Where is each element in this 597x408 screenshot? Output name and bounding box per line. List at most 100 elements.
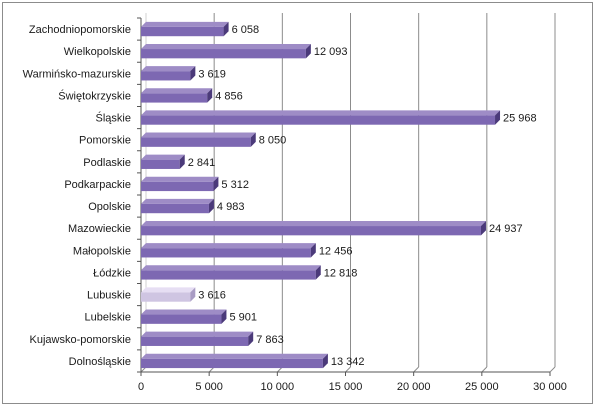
category-label: Opolskie [88, 201, 131, 213]
bar-top-face [141, 265, 321, 271]
category-label: Lubelskie [85, 312, 131, 324]
category-label: Kujawsko-pomorskie [30, 334, 131, 346]
bar-front-face [141, 137, 251, 147]
category-label: Śląskie [96, 112, 131, 125]
data-label: 7 863 [256, 334, 284, 346]
bar-top-face [141, 154, 185, 160]
data-label: 3 616 [198, 290, 226, 302]
bar-top-face [141, 309, 227, 315]
x-tick-label: 15 000 [329, 381, 363, 393]
bar-side-face [190, 66, 196, 81]
labels: 0 5 000 10 000 15 000 20 000 25 000 30 000 Zach… [23, 24, 567, 393]
bar-front-face [141, 115, 496, 125]
x-tick-label: 0 [138, 381, 144, 393]
gridline-floor [481, 366, 488, 373]
x-tick-label: 30 000 [533, 381, 567, 393]
data-label: 4 983 [217, 201, 245, 213]
data-label: 6 058 [232, 24, 260, 36]
bar [141, 265, 321, 280]
bar-top-face [141, 243, 316, 249]
gridline-floor [413, 366, 420, 373]
data-label: 5 901 [229, 312, 257, 324]
bar [141, 132, 256, 147]
bar-front-face [141, 159, 180, 169]
bar-front-face [141, 226, 481, 236]
bar-side-face [480, 221, 486, 236]
bar-front-face [141, 26, 224, 37]
bar [141, 21, 229, 37]
bar [141, 198, 214, 214]
data-label: 5 312 [221, 179, 249, 191]
bar-top-face [141, 353, 328, 359]
data-label: 12 093 [314, 46, 348, 58]
bar-top-face [141, 198, 214, 204]
bars [141, 21, 501, 369]
bar [141, 331, 254, 346]
bar-side-face [310, 243, 316, 258]
bar-top-face [141, 66, 196, 72]
x-tick-label: 10 000 [261, 381, 295, 393]
bar-side-face [495, 110, 501, 125]
category-label: Podkarpackie [64, 179, 131, 191]
category-label: Warmińsko-mazurskie [23, 68, 131, 80]
bar-top-face [141, 132, 256, 138]
data-label: 3 619 [198, 68, 226, 80]
x-tick-label: 20 000 [397, 381, 431, 393]
bar-side-face [208, 198, 214, 214]
category-label: Podlaskie [83, 157, 131, 169]
bar-top-face [141, 331, 254, 337]
bar [141, 221, 486, 236]
data-label: 12 456 [319, 245, 353, 257]
bar-side-face [248, 331, 254, 346]
category-label: Wielkopolskie [64, 46, 131, 58]
bar [141, 44, 311, 59]
x-tick-label: 25 000 [465, 381, 499, 393]
category-label: Mazowieckie [68, 223, 131, 235]
bar-front-face [141, 358, 323, 369]
bar-front-face [141, 203, 209, 214]
bar-front-face [141, 181, 214, 192]
data-label: 24 937 [489, 223, 523, 235]
bar-side-face [223, 21, 229, 37]
bar-side-face [221, 309, 227, 324]
bar [141, 88, 213, 103]
bar-top-face [141, 110, 501, 116]
bar-side-face [315, 265, 321, 280]
category-label: Lubuskie [87, 290, 131, 302]
bar [141, 110, 501, 125]
bar-side-face [190, 287, 196, 302]
bar-side-face [305, 44, 311, 59]
bar [141, 309, 227, 324]
bar-front-face [141, 336, 249, 346]
gridlines [208, 13, 556, 373]
bar [141, 243, 316, 258]
bar-front-face [141, 292, 191, 302]
bar [141, 176, 219, 192]
bar [141, 353, 328, 369]
bar-side-face [250, 132, 256, 147]
bar-side-face [213, 176, 219, 192]
category-label: Pomorskie [79, 135, 131, 147]
data-label: 12 818 [324, 267, 358, 279]
data-label: 8 050 [259, 135, 287, 147]
bar [141, 66, 196, 81]
bar-front-face [141, 93, 208, 103]
chart-frame [2, 2, 593, 404]
data-label: 4 856 [215, 90, 243, 102]
bar-top-face [141, 221, 486, 227]
category-label: Dolnośląskie [69, 356, 131, 368]
category-label: Zachodniopomorskie [29, 24, 131, 36]
bar-side-face [207, 88, 213, 103]
bar-top-face [141, 44, 311, 50]
bar-side-face [322, 353, 328, 369]
category-label: Małopolskie [73, 245, 131, 257]
data-label: 13 342 [331, 356, 365, 368]
bar-top-face [141, 176, 219, 182]
gridline-floor [549, 366, 556, 373]
x-tick-label: 5 000 [195, 381, 223, 393]
bar-front-face [141, 49, 306, 59]
bar-top-face [141, 88, 213, 94]
data-label: 25 968 [503, 113, 537, 125]
bar-top-face [141, 21, 229, 27]
